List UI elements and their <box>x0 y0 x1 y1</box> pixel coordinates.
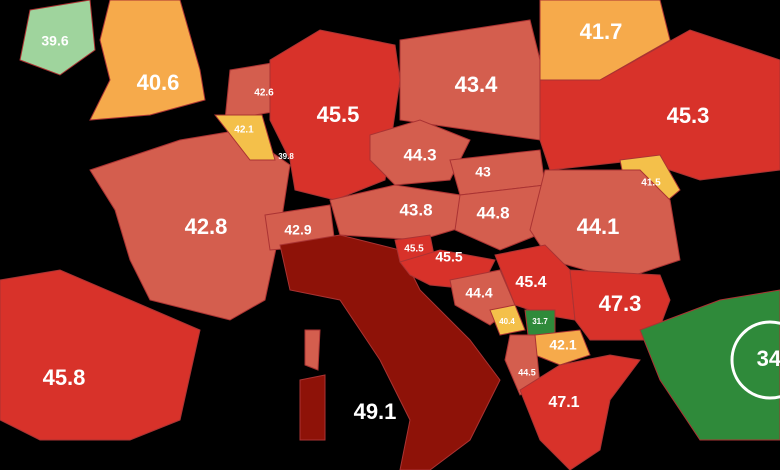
sardinia <box>299 374 326 441</box>
turkey <box>639 289 780 441</box>
germany <box>269 29 401 201</box>
ukraine <box>539 29 780 181</box>
luxembourg <box>213 114 276 161</box>
hungary <box>454 184 551 251</box>
region-label: 39.6 <box>41 33 68 49</box>
ireland <box>19 0 96 76</box>
region-label: 41.7 <box>580 19 623 44</box>
region-label: 44.3 <box>403 145 436 164</box>
czechia <box>369 119 471 186</box>
region-label: 49.1 <box>354 399 397 424</box>
region-label: 45.4 <box>515 274 546 291</box>
corsica <box>304 329 321 371</box>
romania <box>529 169 681 281</box>
region-label: 41.5 <box>641 178 661 189</box>
region-label: 43.8 <box>399 200 432 219</box>
region-label: 45.5 <box>404 244 424 255</box>
region-label: 43 <box>475 164 491 180</box>
region-label: 42.6 <box>254 88 274 99</box>
region-label: 42.1 <box>234 125 254 136</box>
region-label: 34.8 <box>757 346 780 371</box>
region-label: 44.4 <box>465 285 492 301</box>
uk <box>89 0 206 121</box>
region-label: 44.5 <box>518 367 536 377</box>
region-label: 45.3 <box>667 103 710 128</box>
region-label: 45.5 <box>435 249 462 265</box>
region-label: 42.9 <box>284 222 311 238</box>
highlight-circle <box>730 320 780 400</box>
region-label: 42.1 <box>549 337 576 353</box>
labels: 39.6 40.6 42.6 42.1 39.8 45.5 43.4 41.7 … <box>41 19 780 424</box>
region-label: 40.6 <box>137 70 180 95</box>
region-label: 45.5 <box>317 102 360 127</box>
region-label: 40.4 <box>499 317 515 326</box>
region-label: 45.8 <box>43 365 86 390</box>
region-label: 44.8 <box>476 203 509 222</box>
montenegro <box>489 304 526 336</box>
region-label: 47.3 <box>599 291 642 316</box>
region-label: 42.8 <box>185 214 228 239</box>
region-label: 44.1 <box>577 214 620 239</box>
region-label: 47.1 <box>548 394 579 411</box>
greece <box>519 354 641 470</box>
region-label: 39.8 <box>278 152 294 161</box>
spain <box>0 269 201 441</box>
region-label: 31.7 <box>532 317 548 326</box>
region-label: 43.4 <box>455 72 499 97</box>
france <box>89 129 291 321</box>
